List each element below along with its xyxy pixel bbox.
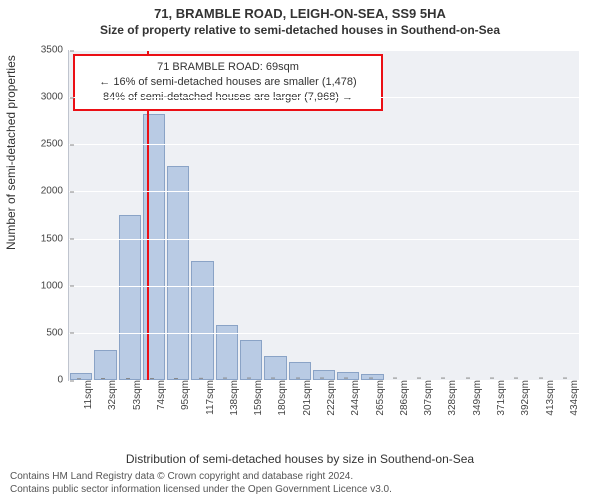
bar — [167, 166, 189, 380]
page-title: 71, BRAMBLE ROAD, LEIGH-ON-SEA, SS9 5HA — [0, 6, 600, 21]
x-tick-label: 222sqm — [324, 380, 337, 416]
x-axis-label: Distribution of semi-detached houses by … — [0, 452, 600, 466]
chart-plot-area: 71 BRAMBLE ROAD: 69sqm ← 16% of semi-det… — [68, 50, 579, 381]
y-tick-label: 500 — [46, 327, 69, 338]
x-tick-label: 434sqm — [567, 380, 580, 416]
x-tick-label: 244sqm — [348, 380, 361, 416]
gridline — [69, 239, 579, 240]
x-tick-label: 349sqm — [470, 380, 483, 416]
x-tick-label: 201sqm — [300, 380, 313, 416]
y-tick-label: 3000 — [41, 92, 69, 103]
y-tick-label: 1000 — [41, 280, 69, 291]
y-tick-label: 0 — [57, 375, 69, 386]
y-tick-label: 3500 — [41, 45, 69, 56]
annotation-line-2: ← 16% of semi-detached houses are smalle… — [83, 75, 373, 90]
bar — [191, 261, 213, 380]
x-tick-label: 11sqm — [81, 380, 94, 409]
x-tick-label: 413sqm — [543, 380, 556, 416]
x-tick-label: 159sqm — [251, 380, 264, 416]
attribution-line-1: Contains HM Land Registry data © Crown c… — [10, 471, 590, 484]
bar — [337, 372, 359, 380]
y-tick-label: 1500 — [41, 233, 69, 244]
bar — [119, 215, 141, 380]
x-tick-label: 307sqm — [421, 380, 434, 416]
x-tick-label: 265sqm — [373, 380, 386, 416]
bar — [94, 350, 116, 380]
annotation-box: 71 BRAMBLE ROAD: 69sqm ← 16% of semi-det… — [73, 54, 383, 111]
bar — [240, 340, 262, 380]
gridline — [69, 333, 579, 334]
x-tick-label: 138sqm — [227, 380, 240, 416]
x-tick-label: 117sqm — [203, 380, 216, 415]
attribution-line-2: Contains public sector information licen… — [10, 484, 590, 497]
gridline — [69, 97, 579, 98]
x-tick-label: 180sqm — [275, 380, 288, 416]
annotation-line-1: 71 BRAMBLE ROAD: 69sqm — [83, 60, 373, 75]
gridline — [69, 286, 579, 287]
x-tick-label: 53sqm — [130, 380, 143, 410]
chart-attribution: Contains HM Land Registry data © Crown c… — [10, 471, 590, 496]
y-axis-label: Number of semi-detached properties — [4, 55, 18, 250]
gridline — [69, 144, 579, 145]
x-tick-label: 328sqm — [445, 380, 458, 416]
x-tick-label: 32sqm — [105, 380, 118, 410]
x-tick-label: 392sqm — [518, 380, 531, 416]
gridline — [69, 50, 579, 51]
x-tick-label: 286sqm — [397, 380, 410, 416]
bar — [70, 373, 92, 380]
bar — [264, 356, 286, 381]
y-tick-label: 2500 — [41, 139, 69, 150]
x-tick-label: 74sqm — [154, 380, 167, 410]
page-subtitle: Size of property relative to semi-detach… — [0, 23, 600, 37]
x-tick-label: 371sqm — [494, 380, 507, 416]
y-tick-label: 2000 — [41, 186, 69, 197]
gridline — [69, 191, 579, 192]
x-tick-label: 95sqm — [178, 380, 191, 410]
